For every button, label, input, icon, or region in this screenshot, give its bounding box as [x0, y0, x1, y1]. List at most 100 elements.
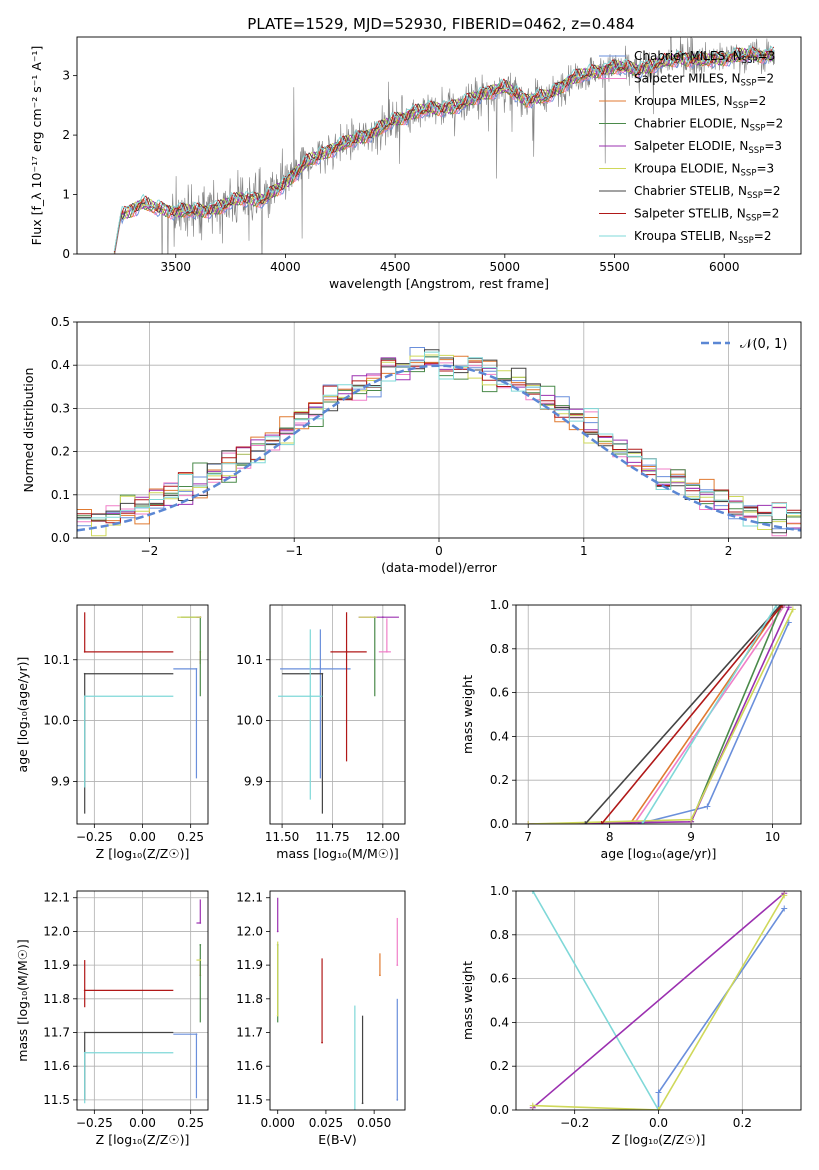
y-tick-label: 11.8 [43, 992, 70, 1006]
x-axis-label: E(B-V) [318, 1132, 357, 1147]
x-tick-label: −2 [141, 544, 159, 558]
y-tick-label: 11.7 [236, 1026, 263, 1040]
legend-label-tail: =3 [758, 49, 776, 63]
weight-line-kroupa_miles [629, 605, 782, 824]
axes-frame [269, 890, 406, 1111]
legend-label-sub: SSP [750, 124, 766, 134]
legend-label-main: Salpeter STELIB, N [634, 207, 746, 221]
x-tick-label: 0.25 [177, 830, 204, 844]
plot-area [77, 891, 208, 1110]
y-tick-label: 11.6 [43, 1059, 70, 1073]
y-tick-label: 0.2 [490, 1059, 509, 1073]
y-tick-label: 0.8 [490, 642, 509, 656]
point-kroupa_stelib [83, 695, 86, 698]
legend-label-tail: =2 [756, 72, 774, 86]
x-tick-label: 0.0 [649, 1116, 668, 1130]
weight-line-salpeter_elodie [532, 892, 785, 1109]
y-tick-label: 11.5 [236, 1093, 263, 1107]
y-tick-label: 11.9 [236, 958, 263, 972]
weight-marker-kroupa_stelib [639, 821, 646, 824]
axes-frame [269, 604, 406, 825]
y-tick-label: 9.9 [244, 774, 263, 788]
y-axis-label: mass [log₁₀(M/M☉)] [15, 939, 30, 1061]
weight-marker-kroupa_stelib [773, 605, 780, 608]
axes-frame [76, 890, 209, 1111]
y-tick-label: 0.4 [490, 1015, 509, 1029]
point-chabrier_elodie [199, 944, 202, 946]
y-tick-label: 11.7 [43, 1026, 70, 1040]
legend-label-sub: SSP [742, 56, 758, 66]
legend-label-kroupa_stelib: Kroupa STELIB, NSSP=2 [634, 229, 772, 246]
point-salpeter_elodie [199, 922, 202, 924]
weight-line-kroupa_stelib [641, 605, 778, 824]
legend-label-tail: =3 [756, 162, 774, 176]
weight-marker-kroupa_elodie [655, 1107, 662, 1110]
model-line-kroupa_stelib [113, 45, 775, 252]
point-chabrier_stelib [83, 1031, 86, 1034]
legend-label-sub: SSP [748, 146, 764, 156]
legend-label-tail: =2 [754, 229, 772, 243]
panel-spectrum: 3500 4000 4500 5000 5500 6000 0 1 2 3 wavelength [… [29, 36, 802, 291]
y-tick-label: 0 [62, 247, 70, 261]
x-tick-label: −0.2 [560, 1116, 589, 1130]
x-tick-label: 0.050 [357, 1116, 391, 1130]
point-chabrier_miles [396, 1098, 399, 1101]
point-chabrier_miles [195, 1033, 198, 1036]
y-axis-label: Normed distribution [21, 368, 36, 493]
x-tick-label: 8 [606, 830, 614, 844]
point-kroupa_stelib [83, 1051, 86, 1054]
point-chabrier_stelib [83, 672, 86, 675]
panel-residuals: −2 −1 0 1 2 0.0 0.1 0.2 0.3 0.4 0.5 (data-model)/er… [21, 315, 802, 575]
x-tick-label: 2 [725, 544, 733, 558]
y-tick-label: 0.8 [490, 928, 509, 942]
weight-marker-chabrier_miles [781, 905, 788, 912]
model-line-kroupa_elodie [113, 47, 774, 254]
y-tick-label: 0.3 [51, 401, 70, 415]
x-tick-label: 10 [765, 830, 780, 844]
y-tick-label: 12.1 [43, 891, 70, 905]
legend-label-chabrier_stelib: Chabrier STELIB, NSSP=2 [634, 184, 781, 201]
legend-label-main: Chabrier ELODIE, N [634, 117, 750, 131]
point-chabrier_miles [195, 667, 198, 670]
plot-area [276, 897, 399, 1110]
weight-line-chabrier_stelib [584, 605, 782, 824]
legend-label-main: Salpeter MILES, N [634, 72, 741, 86]
x-tick-label: 11.75 [315, 830, 349, 844]
plot-area [516, 891, 801, 1110]
model-line-chabrier_stelib [113, 47, 775, 253]
legend-label-sub: SSP [746, 214, 762, 224]
x-tick-label: −1 [285, 544, 303, 558]
gaussian-curve [77, 364, 801, 532]
y-tick-label: 0.2 [490, 773, 509, 787]
plot-area [77, 605, 208, 824]
weight-line-kroupa_stelib [532, 891, 660, 1110]
legend-label-tail: =2 [766, 117, 784, 131]
legend-label-kroupa_elodie: Kroupa ELODIE, NSSP=3 [634, 162, 774, 179]
point-kroupa_elodie [369, 616, 372, 619]
plot-area [113, 37, 775, 254]
x-tick-label: 4000 [270, 260, 301, 274]
y-tick-label: 0.5 [51, 315, 70, 329]
legend-label-salpeter_stelib: Salpeter STELIB, NSSP=2 [634, 207, 779, 224]
y-tick-label: 10.1 [43, 653, 70, 667]
x-tick-label: 0.00 [129, 1116, 156, 1130]
y-tick-label: 0.0 [51, 531, 70, 545]
weight-marker-salpeter_miles [781, 605, 788, 608]
point-kroupa_elodie [276, 1014, 279, 1017]
axes-frame [76, 604, 209, 825]
legend-label-sub: SSP [738, 236, 754, 246]
x-axis-label: age [log₁₀(age/yr)] [601, 846, 717, 861]
y-tick-label: 0.6 [490, 972, 509, 986]
legend-label-main: Kroupa ELODIE, N [634, 162, 741, 176]
plot-area [77, 322, 801, 538]
y-tick-label: 0.1 [51, 488, 70, 502]
y-tick-label: 1 [62, 188, 70, 202]
x-tick-label: 3500 [160, 260, 191, 274]
axes-frame [76, 321, 802, 539]
weight-marker-kroupa_stelib [529, 891, 536, 894]
legend-label-sub: SSP [747, 191, 763, 201]
y-tick-label: 12.0 [43, 924, 70, 938]
x-tick-label: 11.50 [265, 830, 299, 844]
